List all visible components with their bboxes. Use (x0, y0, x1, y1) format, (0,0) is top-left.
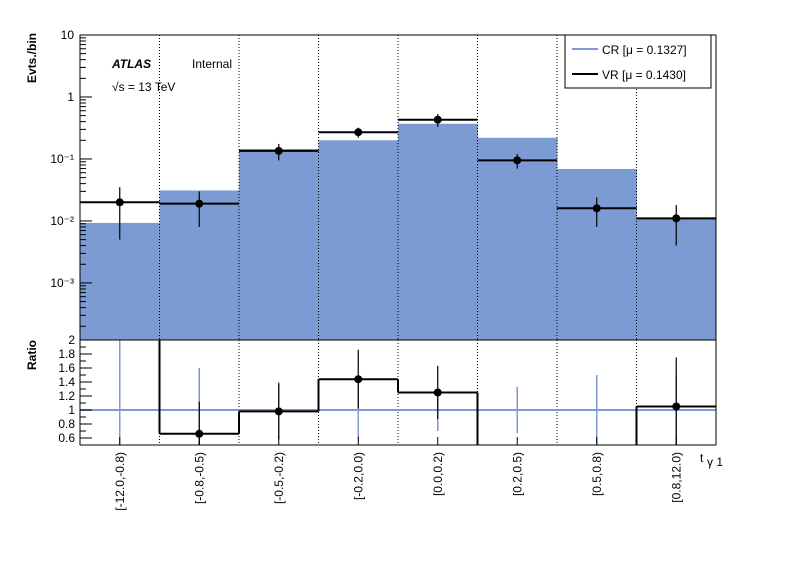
ratio-point (672, 402, 681, 411)
vr-point (274, 146, 283, 155)
top-panel (80, 35, 716, 340)
vr-point (592, 204, 601, 213)
y-tick-label: 10⁻¹ (50, 152, 74, 166)
legend-box (564, 34, 712, 89)
y-tick-label: 1 (67, 90, 74, 104)
overlay: 10⁻³ 10⁻² 10⁻¹ 1 10 Evts./bin ATLAS Internal √s … (25, 28, 723, 511)
vr-point (513, 156, 522, 165)
y-tick-label: 0.6 (58, 431, 75, 445)
cr-bar (80, 222, 160, 340)
x-tick-label: [0.0,0.2) (431, 452, 445, 496)
cr-bar (557, 168, 637, 340)
y-tick-label: 1.8 (58, 347, 75, 361)
y-tick-label: 1 (68, 403, 75, 417)
ratio-point (274, 407, 283, 416)
cr-bar (239, 148, 319, 340)
y-axis-label: Evts./bin (25, 33, 39, 83)
x-tick-label: [-0.8,-0.5) (192, 452, 206, 504)
internal-label: Internal (192, 57, 232, 71)
x-tick-label: [0.5,0.8) (590, 452, 604, 496)
frame (79, 339, 717, 446)
y-tick-label: 0.8 (58, 417, 75, 431)
x-axis-label-sub: γ 1 (707, 455, 723, 469)
y-tick-label: 10⁻² (50, 214, 74, 228)
y-tick-label: 2 (68, 333, 75, 347)
x-tick-label: [-12.0,-0.8) (113, 452, 127, 511)
y-tick-label: 1.6 (58, 361, 75, 375)
vr-point (672, 214, 681, 223)
x-axis-label: t (700, 451, 704, 465)
vr-point (115, 198, 124, 207)
ratio-point (195, 429, 204, 438)
y-tick-label: 1.2 (58, 389, 75, 403)
vr-point (354, 128, 363, 137)
x-tick-label: [0.8,12.0) (669, 452, 683, 503)
x-tick-label: [0.2,0.5) (510, 452, 524, 496)
ratio-point (433, 388, 442, 397)
atlas-label: ATLAS (111, 57, 151, 71)
vr-point (195, 199, 204, 208)
cr-bar (318, 140, 399, 340)
legend-label: CR [μ = 0.1327] (602, 43, 687, 57)
y-tick-label: 10 (61, 28, 75, 42)
cr-bar (477, 137, 558, 340)
energy-label: √s = 13 TeV (112, 80, 175, 94)
y-axis-label: Ratio (25, 340, 39, 370)
ratio-point (354, 375, 363, 384)
x-tick-label: [-0.5,-0.2) (272, 452, 286, 504)
cr-bar (398, 123, 478, 340)
y-tick-label: 1.4 (58, 375, 75, 389)
x-tick-label: [-0.2,0.0) (351, 452, 365, 500)
legend-label: VR [μ = 0.1430] (602, 68, 686, 82)
y-tick-label: 10⁻³ (50, 276, 74, 290)
vr-point (433, 115, 442, 124)
